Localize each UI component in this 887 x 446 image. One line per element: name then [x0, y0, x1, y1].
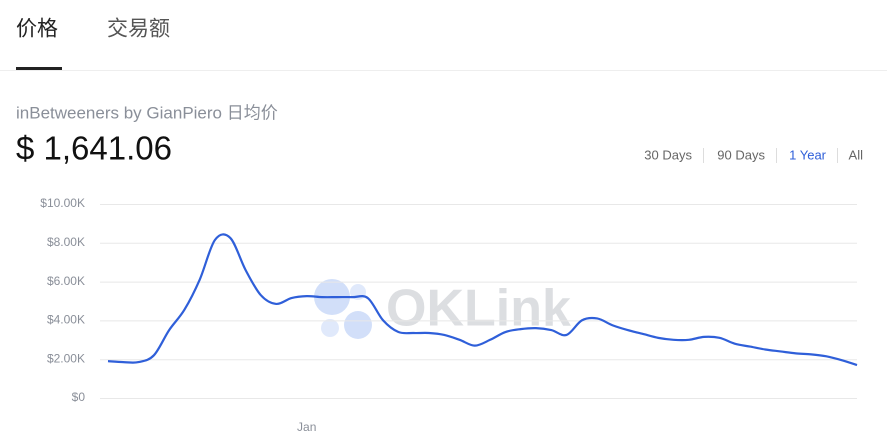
y-tick-label: $2.00K	[47, 351, 85, 365]
y-tick-label: $6.00K	[47, 274, 85, 288]
price: $ 1,641.06	[16, 130, 172, 167]
range-button[interactable]: All	[849, 147, 864, 162]
tab[interactable]: 价格	[16, 18, 58, 41]
y-tick-label: $0	[72, 390, 86, 404]
range-button[interactable]: 30 Days	[644, 147, 692, 162]
x-tick-label: Jan	[297, 420, 316, 434]
range-button[interactable]: 90 Days	[717, 147, 765, 162]
range-button[interactable]: 1 Year	[789, 147, 827, 162]
tab[interactable]: 交易额	[107, 18, 170, 41]
subtitle: inBetweeners by GianPiero 日均价	[16, 103, 278, 122]
tab-underline	[16, 67, 62, 70]
watermark-logo	[314, 279, 372, 339]
y-tick-label: $4.00K	[47, 313, 85, 327]
plot: $0 $2.00K $4.00K $6.00K $8.00K $10.00K Jan	[40, 196, 858, 434]
y-tick-label: $10.00K	[40, 196, 85, 210]
price-line	[107, 233, 858, 367]
y-tick-label: $8.00K	[47, 235, 85, 249]
